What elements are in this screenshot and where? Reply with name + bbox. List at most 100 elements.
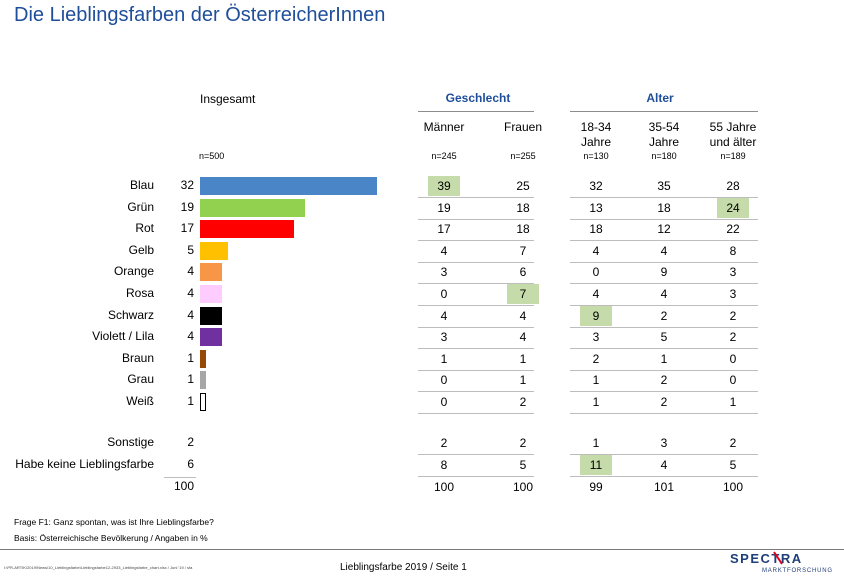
- footer-basis: Basis: Österreichische Bevölkerung / Ang…: [14, 533, 208, 543]
- bar-braun: [200, 350, 206, 368]
- table-cell: 1: [440, 352, 448, 366]
- table-cell: 4: [660, 287, 668, 301]
- row-total: 2: [187, 435, 194, 449]
- table-cell: 3: [440, 265, 448, 279]
- footer-question: Frage F1: Ganz spontan, was ist Ihre Lie…: [14, 517, 214, 527]
- row-label: Weiß: [126, 394, 154, 408]
- row-label: Orange: [113, 264, 154, 278]
- table-cell: 0: [440, 373, 448, 387]
- row-separator: [418, 283, 534, 284]
- table-cell: 4: [440, 244, 448, 258]
- bar-rot: [200, 220, 295, 238]
- table-cell: 12: [657, 222, 671, 236]
- row-label: Sonstige: [107, 435, 154, 449]
- column-header: Frauen: [503, 120, 543, 134]
- row-separator: [570, 197, 758, 198]
- row-separator: [570, 413, 758, 414]
- bar-grau: [200, 371, 206, 389]
- table-cell: 3: [729, 265, 737, 279]
- row-label: Grün: [127, 200, 154, 214]
- column-header: 55 Jahre und älter: [709, 120, 757, 149]
- table-cell: 1: [592, 436, 600, 450]
- table-cell: 5: [729, 458, 737, 472]
- bar-grün: [200, 199, 306, 217]
- row-total: 4: [187, 286, 194, 300]
- row-separator: [418, 348, 534, 349]
- sum-cell: 100: [433, 480, 455, 494]
- row-separator: [570, 240, 758, 241]
- row-separator: [418, 370, 534, 371]
- row-separator: [418, 262, 534, 263]
- table-cell: 2: [660, 309, 668, 323]
- table-cell: 2: [729, 309, 737, 323]
- sum-total: 100: [173, 479, 194, 493]
- sum-cell: 99: [589, 480, 603, 494]
- sum-cell: 100: [512, 480, 534, 494]
- table-cell: 6: [519, 265, 527, 279]
- page-info: Lieblingsfarbe 2019 / Seite 1: [340, 562, 467, 573]
- table-cell: 3: [729, 287, 737, 301]
- table-cell: 4: [519, 309, 527, 323]
- table-cell: 2: [660, 395, 668, 409]
- sum-line: [164, 477, 196, 478]
- row-separator: [570, 370, 758, 371]
- table-cell: 1: [519, 352, 527, 366]
- table-cell: 2: [440, 436, 448, 450]
- table-cell: 9: [660, 265, 668, 279]
- row-separator: [418, 454, 534, 455]
- row-separator: [418, 327, 534, 328]
- row-separator: [570, 348, 758, 349]
- column-n: n=180: [651, 151, 677, 161]
- column-header: 18-34 Jahre: [580, 120, 612, 149]
- row-total: 1: [187, 351, 194, 365]
- row-separator: [418, 219, 534, 220]
- table-cell: 3: [440, 330, 448, 344]
- row-separator: [570, 327, 758, 328]
- row-total: 1: [187, 372, 194, 386]
- page-title: Die Lieblingsfarben der ÖsterreicherInne…: [14, 4, 386, 26]
- table-cell: 28: [726, 179, 740, 193]
- table-cell: 35: [657, 179, 671, 193]
- table-cell: 4: [440, 309, 448, 323]
- row-separator: [570, 391, 758, 392]
- table-cell: 18: [657, 201, 671, 215]
- table-cell: 3: [592, 330, 600, 344]
- column-n: n=189: [720, 151, 746, 161]
- column-n: n=130: [583, 151, 609, 161]
- table-cell: 1: [729, 395, 737, 409]
- bar-gelb: [200, 242, 228, 260]
- row-label: Schwarz: [107, 308, 154, 322]
- table-cell: 19: [437, 201, 451, 215]
- table-cell: 2: [729, 436, 737, 450]
- table-cell: 18: [589, 222, 603, 236]
- row-separator: [418, 476, 534, 477]
- row-separator: [570, 454, 758, 455]
- table-cell: 1: [592, 395, 600, 409]
- group-age-header: Alter: [646, 91, 674, 105]
- row-total: 4: [187, 264, 194, 278]
- spectra-logo: SPECTRA MARKTFORSCHUNG: [730, 551, 833, 574]
- logo-subtext: MARKTFORSCHUNG: [762, 568, 833, 574]
- row-label: Blau: [129, 178, 154, 192]
- table-cell: 0: [729, 352, 737, 366]
- column-n: n=255: [510, 151, 536, 161]
- table-cell: 1: [592, 373, 600, 387]
- row-separator: [570, 219, 758, 220]
- row-separator: [570, 305, 758, 306]
- row-separator: [418, 305, 534, 306]
- table-cell: 4: [660, 458, 668, 472]
- table-cell: 1: [660, 352, 668, 366]
- gender-underline: [418, 111, 534, 112]
- row-total: 5: [187, 243, 194, 257]
- table-cell: 5: [519, 458, 527, 472]
- sum-cell: 100: [722, 480, 744, 494]
- row-separator: [418, 240, 534, 241]
- row-label: Grau: [127, 372, 154, 386]
- group-gender-header: Geschlecht: [445, 91, 511, 105]
- row-total: 17: [180, 221, 194, 235]
- row-total: 19: [180, 200, 194, 214]
- row-separator: [418, 391, 534, 392]
- table-cell: 8: [440, 458, 448, 472]
- column-header: 35-54 Jahre: [648, 120, 680, 149]
- age-underline: [570, 111, 758, 112]
